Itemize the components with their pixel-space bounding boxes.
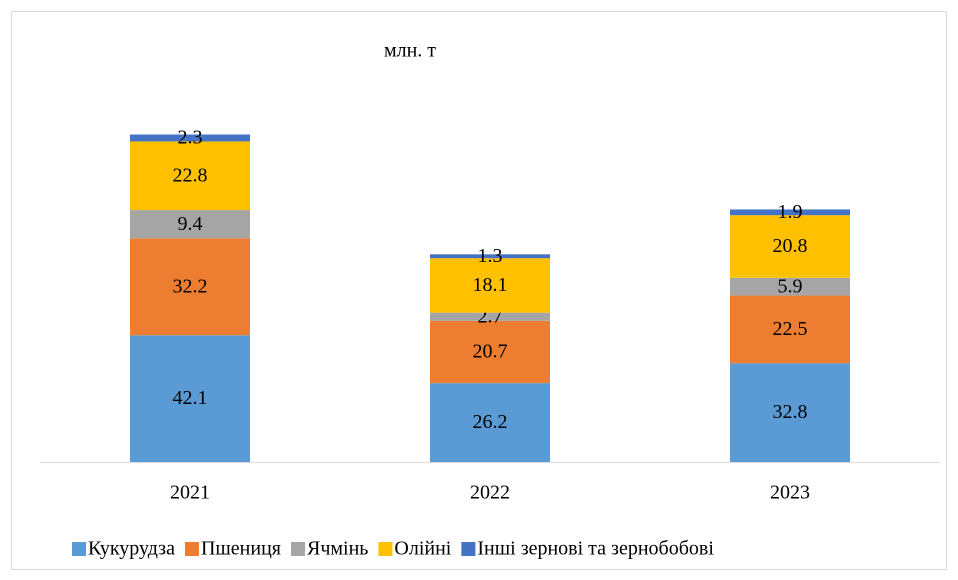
data-label: 32.2 — [173, 275, 208, 297]
bar-segment — [730, 363, 850, 462]
data-label: 26.2 — [473, 411, 508, 433]
data-label: 22.5 — [773, 318, 808, 340]
bar-segment — [430, 383, 550, 462]
data-label: 42.1 — [173, 387, 208, 409]
bar-segment — [430, 254, 550, 259]
data-label: 1.9 — [778, 201, 803, 223]
bar-segment — [730, 295, 850, 364]
legend-swatch — [461, 542, 476, 556]
bar-segment — [730, 277, 850, 296]
x-tick-label: 2021 — [170, 482, 210, 504]
bar-segment — [130, 238, 250, 336]
data-label: 20.7 — [473, 341, 508, 363]
x-tick-label: 2023 — [770, 482, 810, 504]
legend-label: Пшениця — [201, 538, 281, 560]
legend-swatch — [290, 542, 305, 556]
bar-segment — [430, 320, 550, 384]
data-label: 18.1 — [473, 274, 508, 296]
legend-label: Ячмінь — [307, 538, 368, 560]
legend-swatch — [378, 542, 393, 556]
data-label: 1.3 — [478, 245, 503, 267]
data-label: 20.8 — [773, 235, 808, 257]
legend-label: Кукурудза — [88, 538, 175, 560]
bar-segment — [430, 258, 550, 313]
data-label: 32.8 — [773, 401, 808, 423]
bar-segment — [130, 134, 250, 142]
bar-segment — [430, 312, 550, 321]
bar-segment — [130, 141, 250, 211]
bar-segment — [130, 210, 250, 239]
legend-label: Інші зернові та зернобобові — [477, 538, 714, 560]
x-tick-label: 2022 — [470, 482, 510, 504]
legend-swatch — [72, 542, 86, 556]
bar-segment — [130, 335, 250, 462]
bar-segment — [730, 215, 850, 278]
data-label: 9.4 — [178, 213, 203, 235]
data-label: 5.9 — [778, 275, 803, 297]
bar-segment — [730, 209, 850, 216]
data-label: 22.8 — [173, 164, 208, 186]
chart-title: млн. т — [384, 40, 436, 62]
data-label: 2.3 — [178, 127, 203, 149]
legend-swatch — [184, 542, 199, 556]
legend-label: Олійні — [394, 538, 451, 560]
